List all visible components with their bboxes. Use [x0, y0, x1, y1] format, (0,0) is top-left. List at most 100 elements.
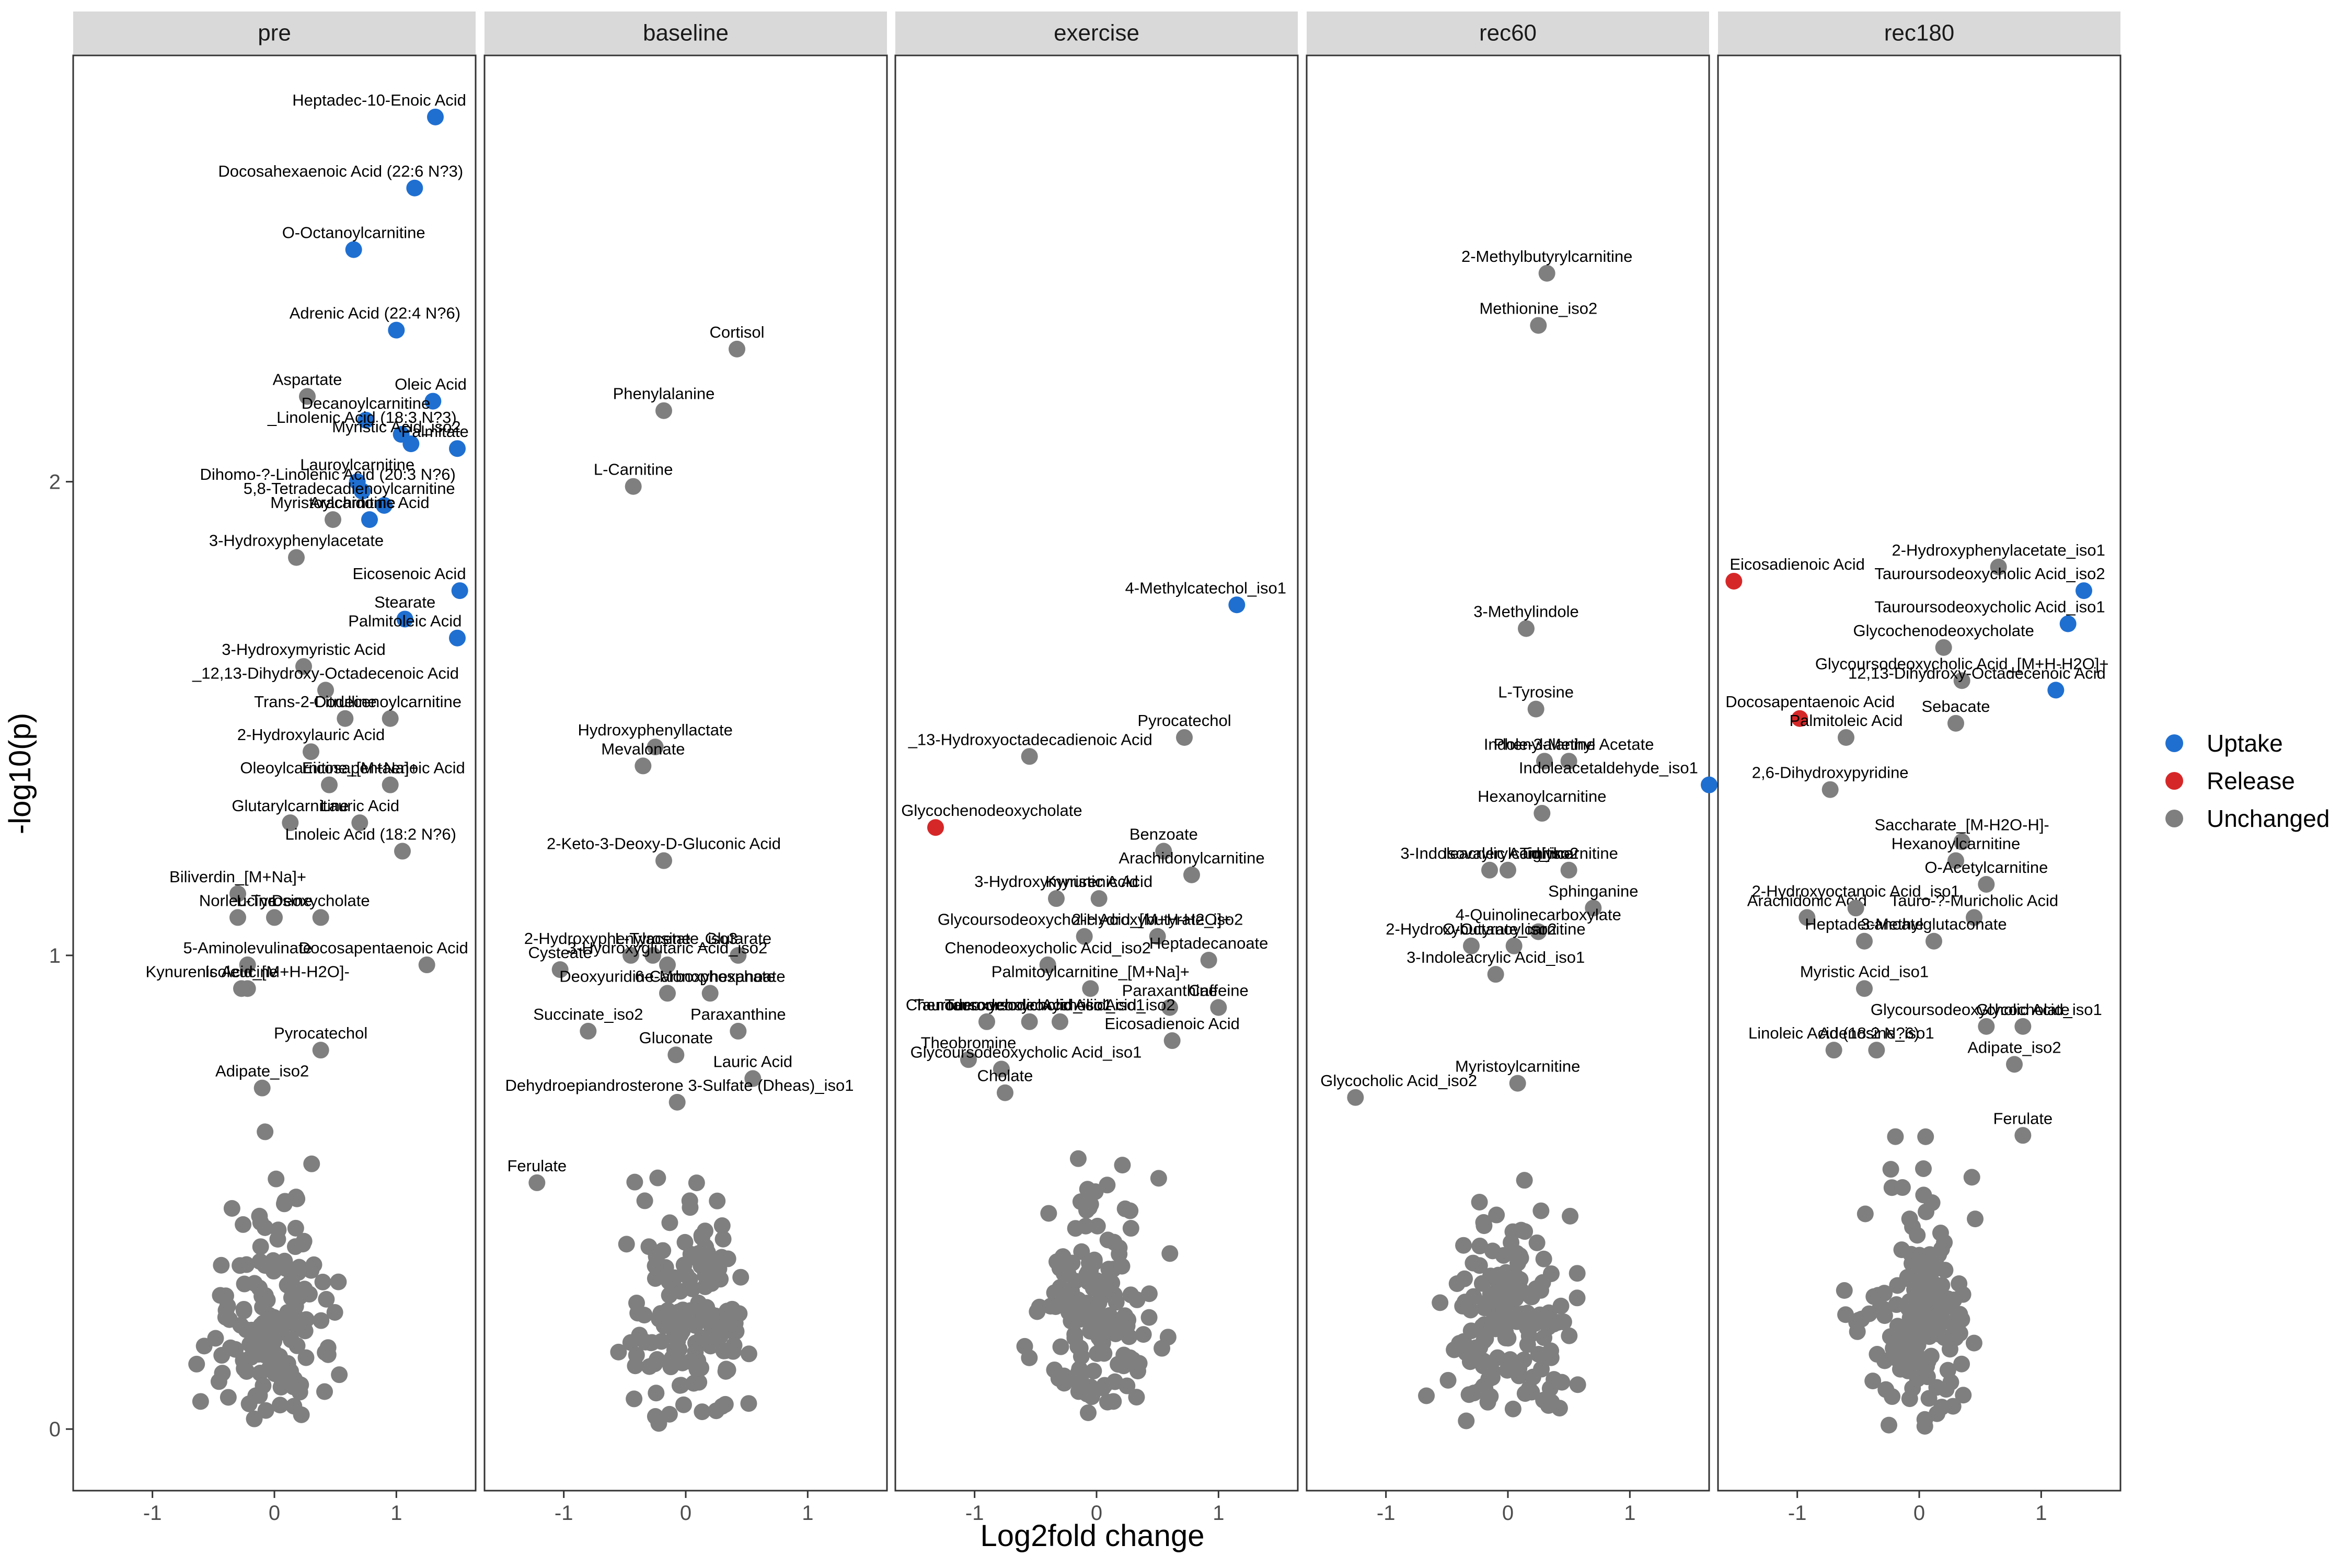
data-point-unchanged [1838, 729, 1854, 746]
data-point [1516, 1223, 1533, 1240]
data-point [1536, 1251, 1552, 1267]
data-point [1454, 1298, 1471, 1315]
data-point [1114, 1258, 1131, 1275]
data-point [1532, 1203, 1549, 1219]
data-point-unchanged [394, 843, 411, 860]
data-point [320, 1339, 337, 1356]
data-point [252, 1238, 269, 1255]
data-point [618, 1236, 635, 1252]
data-point [1456, 1271, 1473, 1287]
data-point-label: 2-Hydroxyoctanoic Acid_iso1 [1752, 882, 1960, 900]
data-point-label: 3-Indoleacrylic Acid_iso1 [1406, 948, 1585, 966]
data-point [1446, 1341, 1462, 1358]
data-point-label: 3-Hydroxymyristic Acid [222, 640, 386, 659]
data-point-unchanged [1935, 639, 1952, 656]
data-point [1499, 1362, 1516, 1379]
data-point-unchanged [667, 1046, 684, 1063]
data-point [1141, 1309, 1158, 1326]
data-point [648, 1385, 664, 1401]
data-point [236, 1302, 252, 1319]
data-point [1903, 1302, 1920, 1319]
data-point-unchanged [1978, 876, 1994, 893]
data-point [257, 1123, 273, 1140]
data-point [1884, 1388, 1900, 1405]
panel-rec180: rec180-1 0 12-Hydroxyphenylacetate_iso1Eic… [1718, 11, 2120, 1525]
data-point-unchanged [1048, 890, 1065, 907]
data-point [283, 1289, 300, 1306]
data-point [1883, 1161, 1899, 1178]
data-point-unchanged [1926, 933, 1942, 950]
data-point-label: Tauroursodeoxycholic Acid_iso2 [944, 996, 1175, 1014]
data-point-label: Adipate_iso2 [215, 1062, 309, 1080]
data-point [289, 1320, 306, 1336]
data-point [1052, 1339, 1069, 1355]
data-point [1073, 1348, 1090, 1365]
data-point [1073, 1193, 1089, 1210]
data-point [1497, 1324, 1514, 1341]
data-point [1945, 1398, 1962, 1415]
data-point [628, 1295, 645, 1311]
legend-key-release [2165, 772, 2183, 790]
data-point [241, 1396, 258, 1412]
data-point [1895, 1358, 1912, 1375]
data-point [1930, 1246, 1947, 1263]
data-point [330, 1274, 347, 1290]
data-point-uptake [449, 630, 466, 647]
data-point [241, 1336, 258, 1353]
data-point [238, 1363, 255, 1380]
data-point-unchanged [1561, 862, 1577, 879]
data-point-label: 2-Methylbutyrylcarnitine [1461, 247, 1632, 266]
data-point [720, 1250, 736, 1267]
data-point-unchanged [321, 777, 338, 793]
data-point-label: 2,6-Dihydroxypyridine [1752, 764, 1909, 782]
data-point-label: L-Tyrosine [1498, 683, 1574, 701]
data-point [1906, 1321, 1922, 1338]
data-point-label: Adipate_iso2 [1967, 1038, 2061, 1056]
y-axis-title: -log10(p) [3, 713, 37, 834]
data-point [1465, 1255, 1481, 1272]
data-point-label: Methionine_iso2 [1479, 299, 1597, 318]
data-point-unchanged [1201, 952, 1217, 969]
x-tick-label: -1 [1377, 1502, 1396, 1525]
data-point-label: Sebacate [1922, 697, 1990, 716]
x-tick-label: 0 [1913, 1502, 1925, 1525]
panel-pre: pre -1 0 1 Heptadec-10-Enoic Acid Docosahexae… [73, 11, 476, 1525]
data-point-label: O-Acetylcarnitine [1924, 858, 2048, 877]
data-point-label: 2-Hydroxyphenylacetate_iso1 [1892, 541, 2105, 559]
data-point-label: Eicosadienoic Acid [1730, 555, 1865, 573]
data-point [741, 1345, 757, 1362]
data-point-label: 4-Methylcatechol_iso1 [1125, 579, 1286, 597]
data-point-label: Hexanoylcarnitine [1478, 787, 1606, 805]
data-point [1917, 1128, 1934, 1145]
data-point-label: Palmitate [401, 422, 469, 441]
data-point [1505, 1401, 1521, 1417]
data-point-label: Glycocholic Acid_iso2 [1320, 1071, 1477, 1090]
data-point [1135, 1326, 1152, 1343]
data-point-unchanged [1488, 966, 1504, 983]
data-point-unchanged [1978, 1018, 1994, 1035]
data-point [1893, 1241, 1910, 1258]
data-point [631, 1327, 648, 1343]
data-point [1894, 1179, 1911, 1196]
data-point [648, 1249, 665, 1266]
data-point-label: Sphinganine [1548, 882, 1638, 900]
data-point [653, 1333, 670, 1350]
data-point [315, 1274, 331, 1290]
data-point [316, 1383, 333, 1400]
data-point [1909, 1370, 1926, 1387]
data-point-label: Docosapentaenoic Acid [299, 939, 468, 957]
data-point-label: Aspartate [273, 371, 342, 389]
data-point-label: Arachidonylcarnitine [1119, 849, 1264, 867]
y-tick-label: 2 [49, 471, 61, 494]
data-point [1495, 1302, 1512, 1319]
data-point-uptake [2060, 616, 2077, 632]
data-point-unchanged [2014, 1018, 2031, 1035]
data-point-unchanged [303, 743, 319, 760]
data-point-label: Gluconate [639, 1029, 713, 1047]
data-point [1857, 1205, 1874, 1222]
legend-key-uptake [2165, 734, 2183, 752]
data-point [1122, 1286, 1139, 1303]
data-point [192, 1393, 209, 1410]
data-point [699, 1244, 716, 1261]
data-point [1418, 1387, 1435, 1404]
